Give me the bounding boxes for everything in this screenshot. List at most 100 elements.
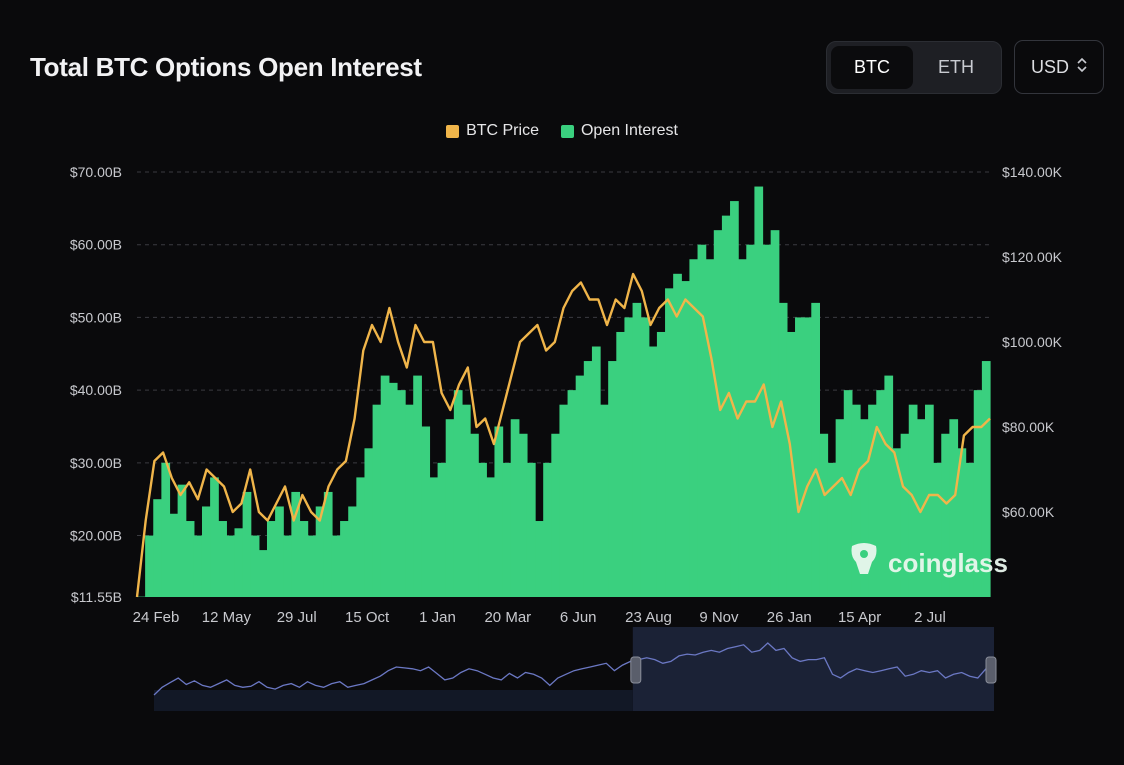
x-tick-label: 23 Aug — [625, 609, 672, 626]
range-navigator[interactable] — [153, 627, 997, 711]
oi-bar — [648, 346, 658, 597]
oi-bar — [705, 259, 715, 597]
navigator-handle-right[interactable] — [985, 656, 997, 684]
oi-bar — [486, 477, 496, 597]
oi-bar — [933, 462, 942, 597]
oi-bar — [697, 244, 707, 597]
y-right-tick-label: $60.00K — [1002, 504, 1055, 520]
oi-bar — [738, 259, 747, 597]
brand-watermark: coinglass — [848, 542, 1008, 585]
oi-bar — [795, 317, 804, 597]
y-left-tick-label: $20.00B — [70, 528, 122, 544]
oi-bar — [868, 404, 877, 597]
oi-bar — [884, 375, 894, 597]
legend-swatch-price — [446, 124, 460, 138]
oi-bar — [470, 433, 479, 597]
page-title: Total BTC Options Open Interest — [30, 52, 422, 82]
oi-bar — [673, 273, 682, 597]
x-tick-label: 9 Nov — [699, 609, 739, 626]
oi-bar — [689, 259, 699, 597]
oi-bar — [860, 419, 869, 597]
oi-bar — [502, 462, 512, 597]
oi-bar — [405, 404, 414, 597]
oi-bar — [551, 433, 561, 597]
oi-bar — [283, 535, 292, 597]
oi-bar — [624, 317, 634, 597]
oi-bar — [307, 535, 317, 597]
legend-item-btc-price[interactable]: BTC Price — [446, 122, 539, 140]
oi-bar — [421, 426, 431, 597]
oi-bar — [193, 535, 203, 597]
btc-price-line — [135, 272, 991, 598]
oi-bar — [925, 404, 934, 597]
oi-bar — [713, 230, 723, 598]
x-tick-label: 12 May — [202, 609, 252, 626]
updown-chevron-icon — [1077, 57, 1087, 78]
legend-item-open-interest[interactable]: Open Interest — [560, 122, 678, 140]
y-right-tick-label: $140.00K — [1002, 164, 1063, 180]
oi-bar — [340, 521, 349, 597]
oi-bar — [957, 448, 967, 597]
y-left-tick-label: $30.00B — [70, 455, 122, 471]
oi-bar — [258, 550, 268, 597]
oi-bar — [445, 419, 455, 597]
oi-bar — [600, 404, 609, 597]
legend-swatch-oi — [560, 124, 574, 138]
oi-bar — [608, 361, 617, 597]
oi-bar — [299, 521, 309, 597]
oi-bar — [218, 521, 227, 597]
x-tick-label: 15 Apr — [838, 609, 881, 626]
btc-toggle-button[interactable]: BTC — [831, 46, 913, 89]
oi-bar — [291, 491, 301, 597]
oi-bar — [941, 433, 950, 597]
currency-value: USD — [1030, 56, 1069, 77]
y-left-tick-label: $40.00B — [70, 382, 122, 398]
oi-bar — [819, 433, 829, 597]
oi-bar — [177, 484, 187, 597]
y-left-tick-label: $11.55B — [71, 589, 122, 605]
brand-name: coinglass — [888, 548, 1008, 578]
oi-bar — [161, 462, 171, 597]
oi-bar — [851, 404, 861, 597]
x-axis: 24 Feb 12 May 29 Jul 15 Oct 1 Jan 20 Mar 6 Jun… — [133, 609, 946, 626]
oi-bar — [892, 448, 902, 597]
oi-bar — [973, 390, 983, 597]
navigator-handle-left[interactable] — [630, 656, 642, 684]
oi-bar — [275, 506, 284, 597]
oi-bar — [518, 433, 528, 597]
oi-bar — [843, 390, 853, 597]
oi-bar — [543, 462, 552, 597]
y-right-tick-label: $80.00K — [1002, 419, 1055, 435]
y-left-tick-label: $70.00B — [70, 164, 122, 180]
oi-bar — [681, 281, 691, 597]
oi-bar — [356, 477, 366, 597]
y-left-tick-label: $50.00B — [70, 309, 122, 325]
oi-bar — [478, 462, 487, 597]
y-left-tick-label: $60.00B — [70, 237, 122, 253]
oi-bar — [234, 528, 244, 597]
oi-bar — [364, 448, 374, 597]
asset-toggle: BTC ETH — [826, 41, 1002, 94]
oi-bar — [461, 404, 471, 597]
oi-bar — [323, 491, 333, 597]
oi-bar — [981, 361, 991, 597]
oi-bar — [453, 390, 463, 597]
navigator-base — [154, 690, 633, 711]
eth-toggle-button[interactable]: ETH — [938, 57, 974, 77]
oi-bar — [949, 419, 959, 597]
coinglass-logo-icon — [848, 542, 880, 585]
currency-select[interactable]: USD — [1014, 40, 1104, 94]
oi-bar — [778, 302, 788, 597]
oi-bar — [250, 535, 260, 597]
oi-bar — [721, 215, 731, 597]
oi-bar — [640, 317, 650, 597]
oi-bar — [210, 477, 219, 597]
y-axis-right: $140.00K $120.00K $100.00K $80.00K $60.00K — [1002, 164, 1063, 520]
x-tick-label: 6 Jun — [560, 609, 597, 626]
oi-bar — [770, 230, 780, 598]
oi-bar — [437, 462, 447, 597]
oi-bar — [153, 499, 162, 597]
navigator-line — [153, 642, 995, 696]
x-tick-label: 20 Mar — [484, 609, 531, 626]
